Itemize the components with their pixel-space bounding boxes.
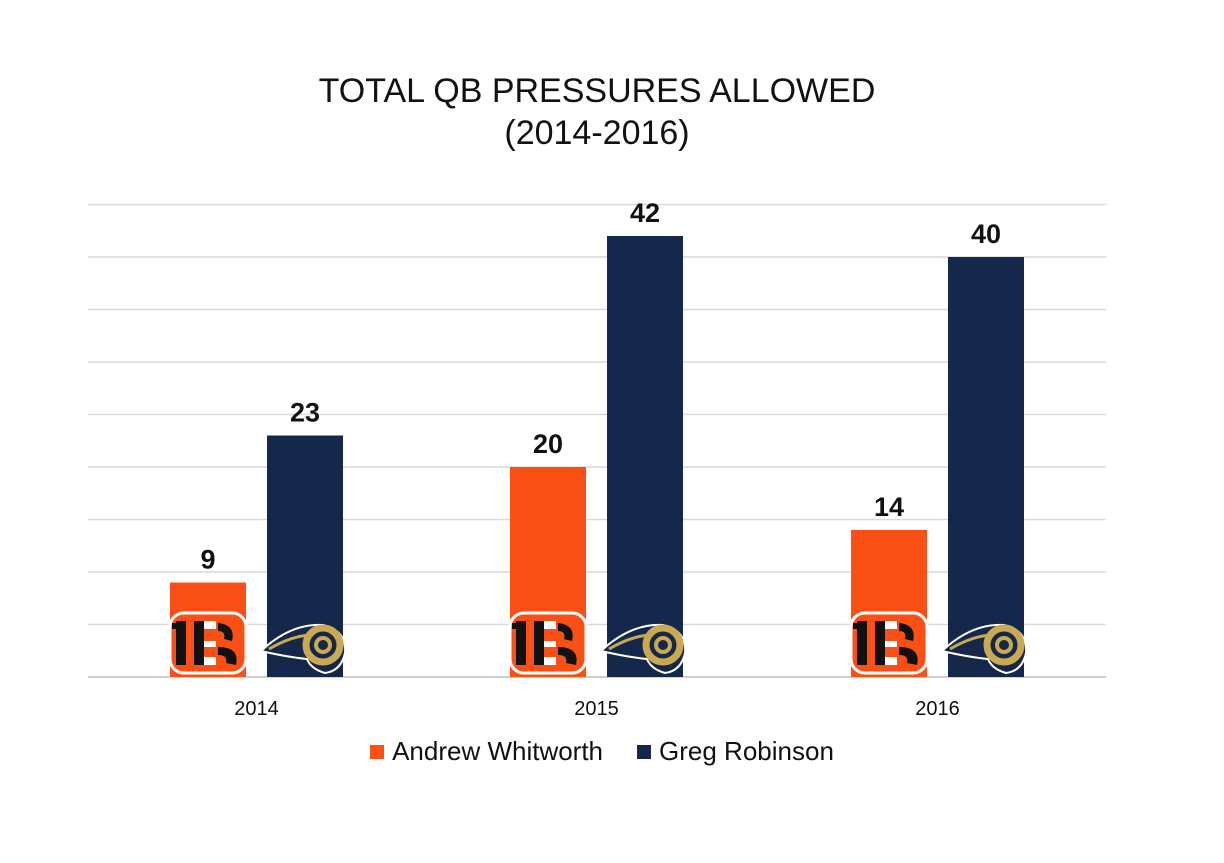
data-label: 9	[200, 545, 215, 575]
legend-item-andrew-whitworth: Andrew Whitworth	[370, 736, 603, 767]
rams-logo-icon	[598, 623, 687, 675]
bar	[607, 236, 683, 677]
legend-item-greg-robinson: Greg Robinson	[637, 736, 834, 767]
legend-swatch-andrew-whitworth	[370, 744, 385, 759]
legend: Andrew Whitworth Greg Robinson	[0, 736, 1204, 767]
x-tick-label: 2016	[915, 698, 960, 720]
legend-label-greg-robinson: Greg Robinson	[659, 736, 834, 766]
rams-logo-icon	[939, 623, 1028, 675]
x-tick-label: 2015	[574, 698, 619, 720]
rams-logo-icon	[258, 623, 347, 675]
legend-label-andrew-whitworth: Andrew Whitworth	[392, 736, 604, 766]
data-label: 42	[630, 198, 660, 228]
bengals-logo-icon	[168, 611, 248, 675]
legend-swatch-greg-robinson	[637, 744, 652, 759]
bar	[948, 257, 1024, 677]
data-label: 14	[874, 492, 904, 522]
x-tick-label: 2014	[234, 698, 279, 720]
chart-title: TOTAL QB PRESSURES ALLOWED	[318, 72, 876, 110]
data-label: 20	[533, 429, 563, 459]
bengals-logo-icon	[508, 611, 588, 675]
data-label: 40	[971, 219, 1001, 249]
bengals-logo-icon	[849, 611, 929, 675]
data-label: 23	[290, 398, 320, 428]
chart-subtitle: (2014-2016)	[504, 114, 690, 152]
